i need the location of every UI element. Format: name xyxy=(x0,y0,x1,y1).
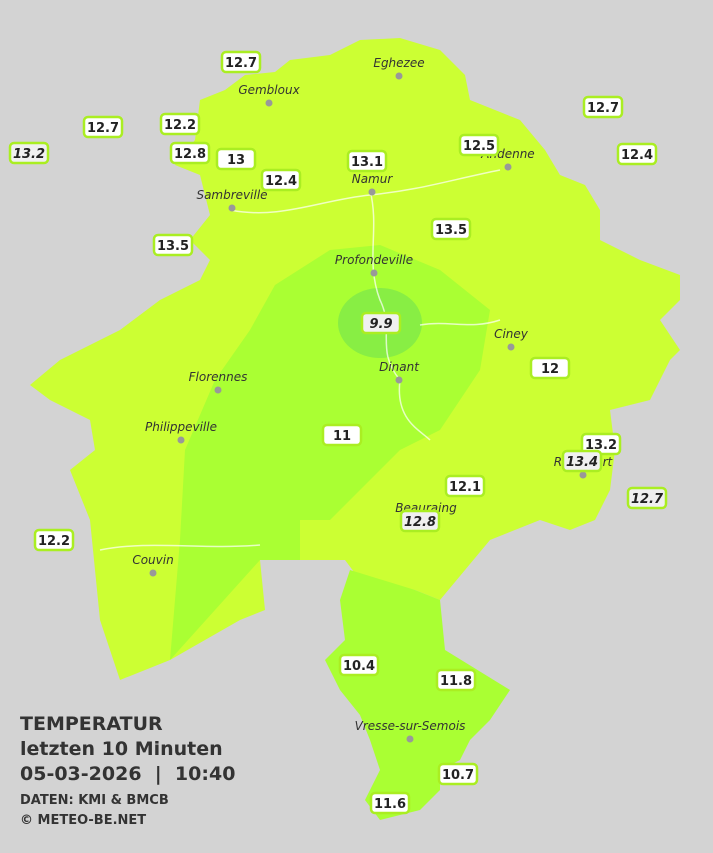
station-box xyxy=(360,311,402,335)
station-box xyxy=(321,423,363,447)
town-dot xyxy=(395,72,403,80)
town-dot xyxy=(149,569,157,577)
town-label: Philippeville xyxy=(145,420,217,434)
south-zone xyxy=(325,570,510,820)
source: DATEN: KMI & BMCB xyxy=(20,793,169,808)
station-value: 12.7 xyxy=(225,56,257,71)
station-value: 10.7 xyxy=(442,768,474,783)
station-box xyxy=(458,133,500,157)
rivers xyxy=(99,169,501,551)
station-box xyxy=(561,449,603,473)
subtitle: letzten 10 Minuten xyxy=(20,738,223,760)
station-box xyxy=(159,112,201,136)
station-value: 12.4 xyxy=(621,148,653,163)
town-label: Ciney xyxy=(494,327,529,341)
station-box xyxy=(430,217,472,241)
station-value: 12.8 xyxy=(404,515,436,530)
station-value: 9.9 xyxy=(369,317,392,332)
station-value: 12.2 xyxy=(164,118,196,133)
station-value: 13.2 xyxy=(13,147,45,162)
station-box xyxy=(338,653,380,677)
title: TEMPERATUR xyxy=(20,713,163,735)
station-box xyxy=(220,50,262,74)
town-label: Namur xyxy=(352,172,394,186)
town-dot xyxy=(368,188,376,196)
town-label: Gembloux xyxy=(238,83,300,97)
town-dot xyxy=(214,386,222,394)
station-box xyxy=(33,528,75,552)
town-dot xyxy=(265,99,273,107)
town-label: Profondeville xyxy=(335,253,413,267)
town-label: Sambreville xyxy=(196,188,267,202)
station-value: 13 xyxy=(227,153,245,168)
station-box xyxy=(399,509,441,533)
station-value: 12.5 xyxy=(463,139,495,154)
town-dot xyxy=(504,163,512,171)
station-value: 13.4 xyxy=(566,455,598,470)
town-label: Dinant xyxy=(379,360,420,374)
station-box xyxy=(616,142,658,166)
station-box xyxy=(82,115,124,139)
station-box xyxy=(369,791,411,815)
station-value: 12 xyxy=(541,362,559,377)
station-value: 13.5 xyxy=(435,223,467,238)
town-label: Eghezee xyxy=(373,56,424,70)
town-label: Vresse-sur-Semois xyxy=(355,719,466,733)
town-dot xyxy=(177,436,185,444)
station-box xyxy=(8,141,50,165)
town-label: Florennes xyxy=(189,370,248,384)
copyright: © METEO-BE.NET xyxy=(20,813,146,828)
station-value: 11 xyxy=(333,429,351,444)
station-box xyxy=(529,356,571,380)
station-value: 13.2 xyxy=(585,438,617,453)
warm-zone xyxy=(170,245,490,660)
station-box xyxy=(582,95,624,119)
station-value: 12.1 xyxy=(449,480,481,495)
station-box xyxy=(626,486,668,510)
station-box xyxy=(346,149,388,173)
station-box xyxy=(215,147,257,171)
town-dot xyxy=(579,471,587,479)
station-value: 11.8 xyxy=(440,674,472,689)
station-box xyxy=(444,474,486,498)
station-value: 12.7 xyxy=(587,101,619,116)
timestamp: 05-03-2026 | 10:40 xyxy=(20,763,235,785)
station-value: 12.7 xyxy=(87,121,119,136)
station-box xyxy=(260,168,302,192)
station-value: 12.2 xyxy=(38,534,70,549)
town-label: Couvin xyxy=(132,553,173,567)
town-dot xyxy=(228,204,236,212)
town-dot xyxy=(370,269,378,277)
station-value: 11.6 xyxy=(374,797,406,812)
station-value: 13.1 xyxy=(351,155,383,170)
station-value: 12.8 xyxy=(174,147,206,162)
station-value: 10.4 xyxy=(343,659,375,674)
town-dot xyxy=(395,376,403,384)
station-value: 13.5 xyxy=(157,239,189,254)
station-box xyxy=(169,141,211,165)
station-value: 12.7 xyxy=(631,492,664,507)
station-box xyxy=(152,233,194,257)
station-box xyxy=(435,668,477,692)
town-dot xyxy=(507,343,515,351)
station-value: 12.4 xyxy=(265,174,297,189)
station-box xyxy=(437,762,479,786)
town-dot xyxy=(406,735,414,743)
